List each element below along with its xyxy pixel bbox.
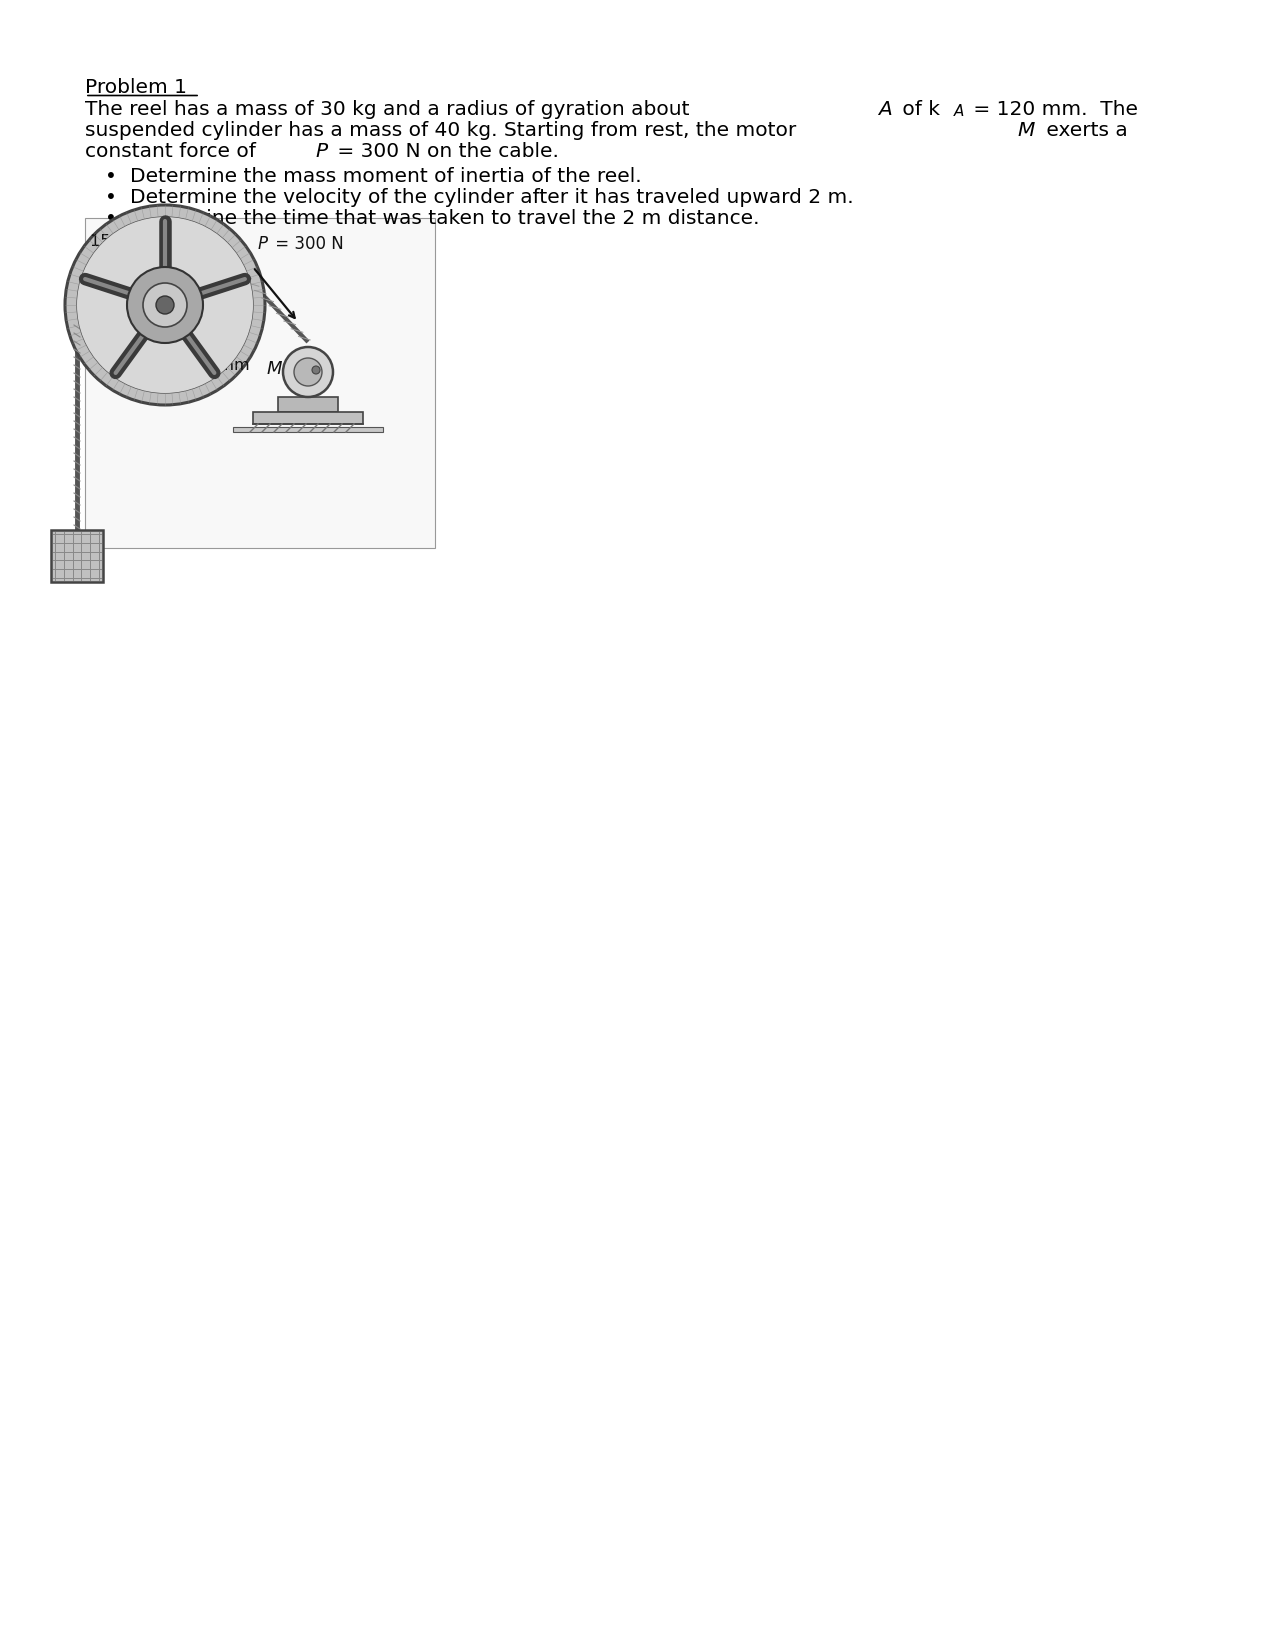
Text: of k: of k	[896, 101, 940, 119]
Circle shape	[143, 284, 187, 327]
Text: Determine the time that was taken to travel the 2 m distance.: Determine the time that was taken to tra…	[130, 210, 760, 228]
Text: 75 mm: 75 mm	[193, 358, 250, 373]
Circle shape	[76, 218, 252, 393]
Text: = 300 N: = 300 N	[270, 234, 344, 252]
Circle shape	[295, 358, 323, 386]
Circle shape	[156, 295, 173, 314]
Text: Determine the velocity of the cylinder after it has traveled upward 2 m.: Determine the velocity of the cylinder a…	[130, 188, 854, 206]
Bar	[252, 412, 363, 424]
Text: P: P	[258, 234, 268, 252]
Text: P: P	[315, 142, 328, 162]
Text: = 120 mm.  The: = 120 mm. The	[966, 101, 1137, 119]
Text: •: •	[105, 188, 117, 206]
Text: The reel has a mass of 30 kg and a radius of gyration about: The reel has a mass of 30 kg and a radiu…	[85, 101, 696, 119]
Text: A: A	[954, 104, 964, 119]
Polygon shape	[135, 343, 195, 381]
Text: •: •	[105, 167, 117, 186]
Circle shape	[312, 366, 320, 375]
Bar	[278, 398, 338, 412]
Text: M: M	[1017, 120, 1034, 140]
Bar	[85, 218, 435, 548]
Text: Problem 1: Problem 1	[85, 78, 187, 97]
Text: M: M	[266, 360, 283, 378]
Text: constant force of: constant force of	[85, 142, 263, 162]
Circle shape	[76, 218, 252, 393]
Text: exerts a: exerts a	[1039, 120, 1127, 140]
Text: •: •	[105, 210, 117, 228]
Circle shape	[65, 205, 265, 404]
Text: 150 mm: 150 mm	[91, 234, 157, 249]
Text: A: A	[878, 101, 892, 119]
Text: Determine the mass moment of inertia of the reel.: Determine the mass moment of inertia of …	[130, 167, 641, 186]
Circle shape	[128, 267, 203, 343]
Text: = 300 N on the cable.: = 300 N on the cable.	[332, 142, 558, 162]
Text: suspended cylinder has a mass of 40 kg. Starting from rest, the motor: suspended cylinder has a mass of 40 kg. …	[85, 120, 803, 140]
Circle shape	[283, 346, 333, 398]
Bar	[51, 530, 103, 582]
Bar	[233, 427, 382, 432]
